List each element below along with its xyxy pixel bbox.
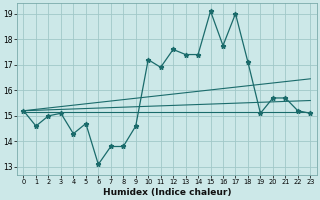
X-axis label: Humidex (Indice chaleur): Humidex (Indice chaleur)	[103, 188, 231, 197]
